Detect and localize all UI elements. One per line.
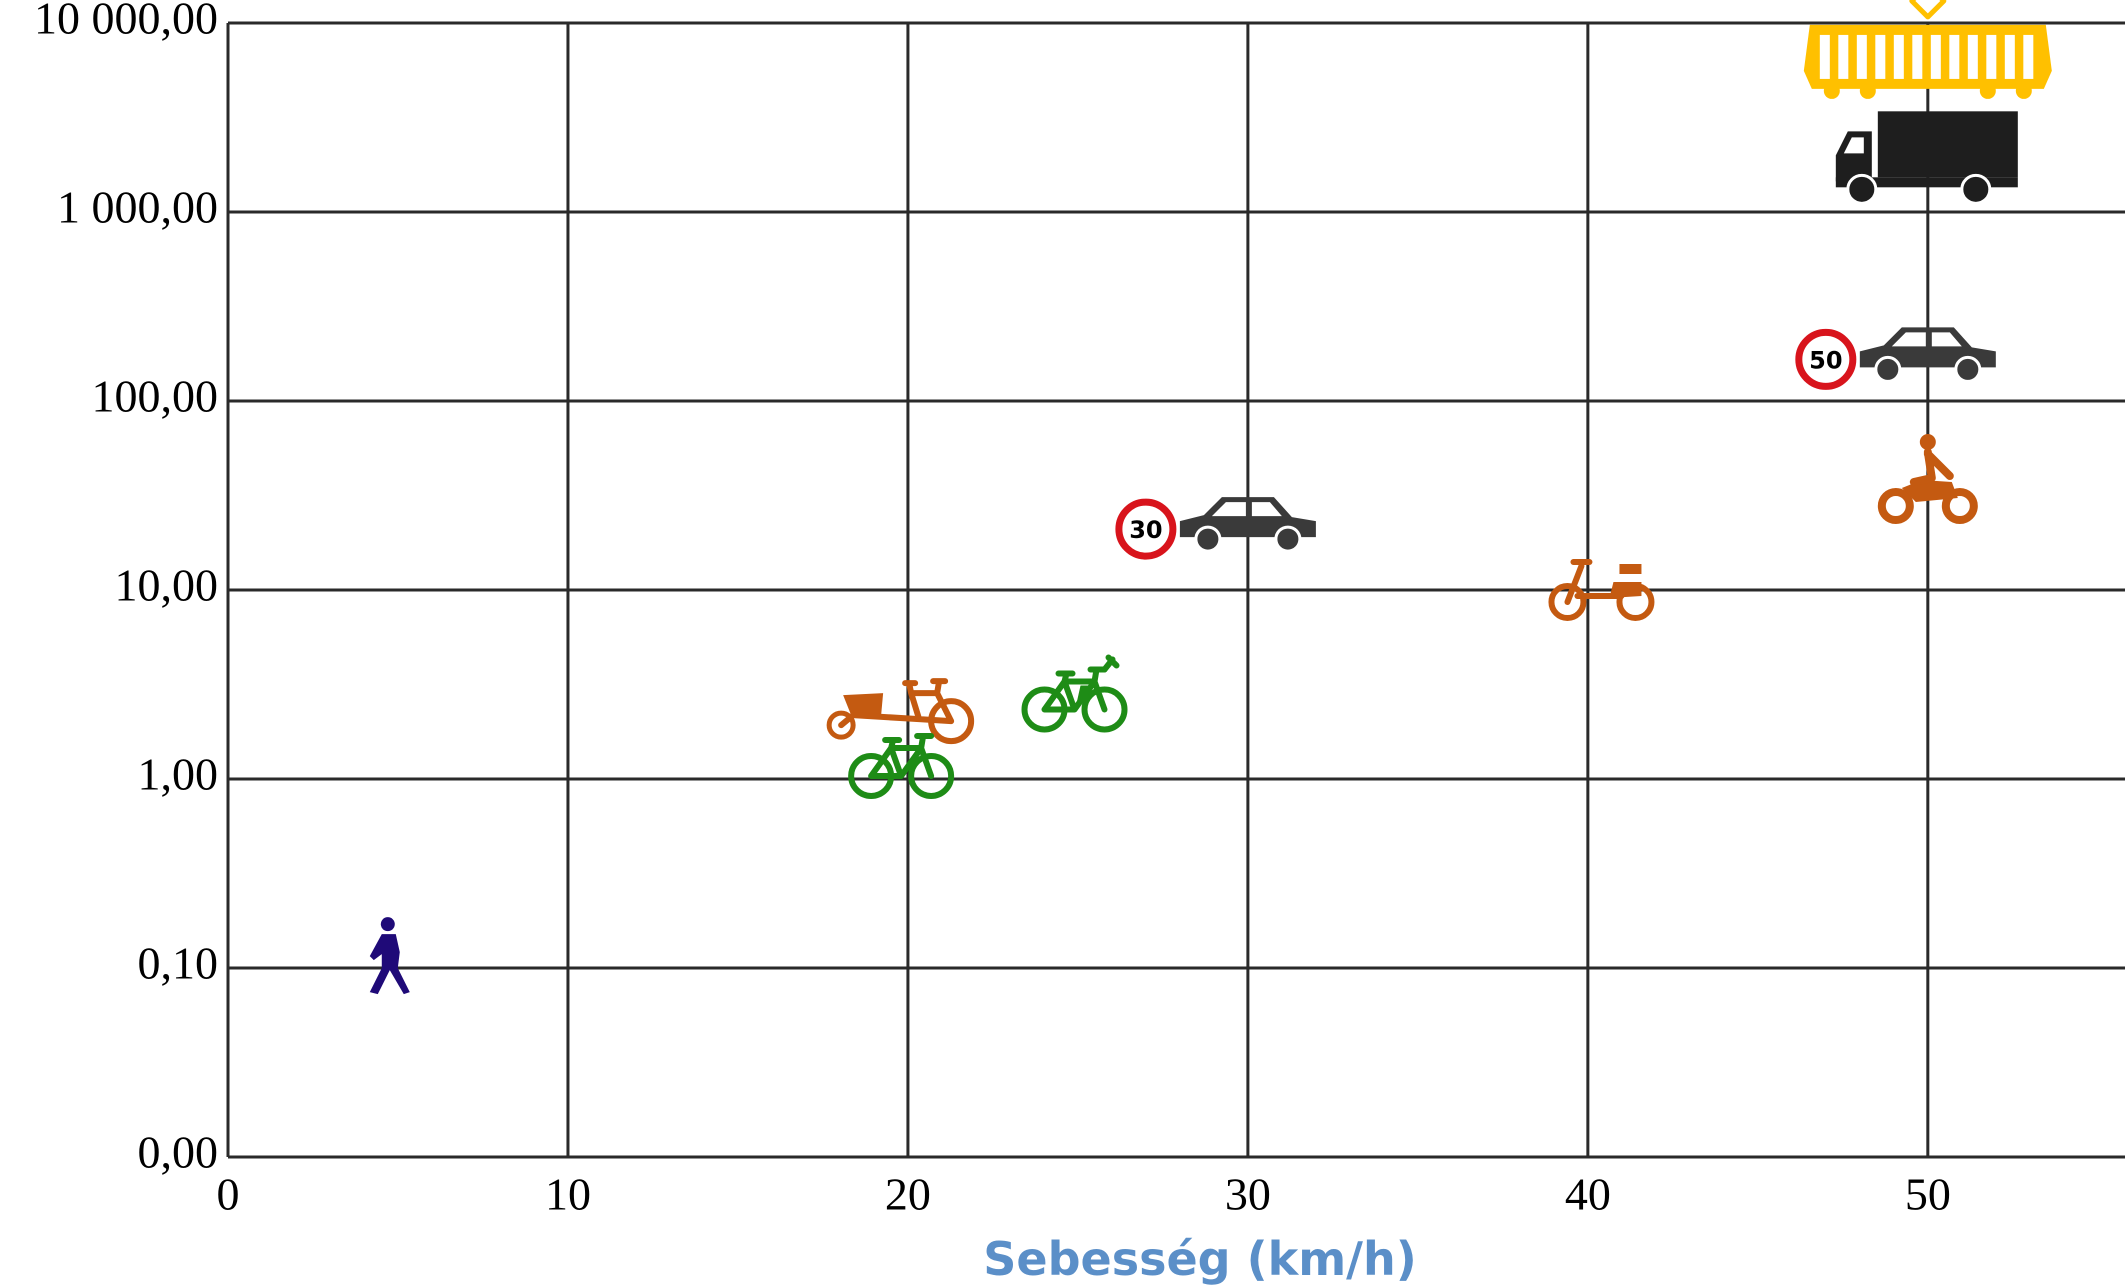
speed-sign <box>1795 328 1857 390</box>
point-icon <box>369 917 410 995</box>
body <box>369 934 410 995</box>
tram-window <box>1856 34 1867 79</box>
box <box>843 693 884 716</box>
point-icon <box>848 733 955 800</box>
wheel <box>1954 355 1982 383</box>
body <box>1609 564 1642 598</box>
point-icon <box>1803 0 2052 99</box>
point-icon <box>1548 559 1655 621</box>
rider <box>1909 448 1954 487</box>
tram-window <box>1930 34 1941 79</box>
frame <box>1041 666 1108 713</box>
x-tick-label: 40 <box>1565 1169 1611 1220</box>
point-icon <box>1021 654 1128 733</box>
pantograph <box>1909 0 1947 20</box>
battery <box>1076 685 1091 704</box>
speed-sign-label: 30 <box>1129 516 1162 544</box>
x-axis-label: Sebesség (km/h) <box>983 1232 1416 1286</box>
wheel <box>1874 355 1902 383</box>
speed-sign <box>1115 498 1177 560</box>
tram-window <box>1819 34 1830 79</box>
tram-window <box>1967 34 1978 79</box>
y-tick-label: 10,00 <box>115 560 219 611</box>
chassis <box>1835 177 2018 188</box>
window <box>1891 332 1962 347</box>
tram-window <box>1875 34 1886 79</box>
wheel <box>1859 82 1876 99</box>
wheel <box>1194 525 1222 553</box>
wheel <box>826 710 856 740</box>
y-tick-label: 1,00 <box>138 749 219 800</box>
wheel <box>1846 173 1878 205</box>
y-tick-label: 10 000,00 <box>34 0 218 44</box>
point-icon: 50 <box>1795 327 1996 390</box>
x-tick-label: 10 <box>545 1169 591 1220</box>
y-tick-label: 1 000,00 <box>57 182 218 233</box>
tram-window <box>1986 34 1997 79</box>
plug <box>1101 654 1120 673</box>
tram-window <box>2023 34 2034 79</box>
point-icon <box>1877 434 1978 525</box>
point-icon: 30 <box>1115 497 1316 560</box>
tram-window <box>1838 34 1849 79</box>
point-icon <box>826 678 975 745</box>
wheel <box>908 753 955 800</box>
x-tick-label: 30 <box>1225 1169 1271 1220</box>
y-tick-label: 0,00 <box>138 1127 219 1178</box>
cab-window <box>1843 137 1864 154</box>
head <box>380 917 395 932</box>
x-tick-label: 0 <box>217 1169 240 1220</box>
x-tick-label: 50 <box>1905 1169 1951 1220</box>
wheel <box>1941 488 1978 525</box>
rider-head <box>1919 434 1936 451</box>
point-icon <box>1835 111 2018 205</box>
speed-sign-label: 50 <box>1809 346 1842 374</box>
wheel <box>1979 82 1996 99</box>
cargo-box <box>1877 111 2018 178</box>
frame <box>838 678 955 729</box>
wheel <box>2015 82 2032 99</box>
tram-window <box>1912 34 1923 79</box>
wheel <box>1274 525 1302 553</box>
wheel <box>1823 82 1840 99</box>
tram-window <box>1893 34 1904 79</box>
tram-window <box>1949 34 1960 79</box>
wheel <box>1548 583 1587 621</box>
y-tick-label: 100,00 <box>92 371 219 422</box>
window <box>1211 502 1282 517</box>
tram-window <box>2004 34 2015 79</box>
y-tick-label: 0,10 <box>138 938 219 989</box>
x-tick-label: 20 <box>885 1169 931 1220</box>
frame <box>868 733 935 780</box>
wheel <box>1960 173 1992 205</box>
wheel <box>1081 686 1128 733</box>
wheel <box>1877 488 1914 525</box>
